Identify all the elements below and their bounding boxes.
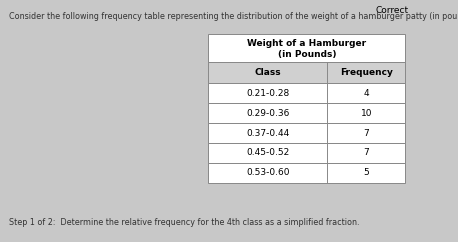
Text: 7: 7 xyxy=(364,129,369,138)
Text: 0.53-0.60: 0.53-0.60 xyxy=(246,168,289,177)
Text: 10: 10 xyxy=(360,109,372,118)
Text: Class: Class xyxy=(255,68,281,77)
Text: 0.29-0.36: 0.29-0.36 xyxy=(246,109,289,118)
Text: Correct: Correct xyxy=(376,6,409,15)
Text: 5: 5 xyxy=(364,168,369,177)
Text: Step 1 of 2:  Determine the relative frequency for the 4th class as a simplified: Step 1 of 2: Determine the relative freq… xyxy=(9,219,360,227)
Text: 0.45-0.52: 0.45-0.52 xyxy=(246,148,289,158)
Text: 0.21-0.28: 0.21-0.28 xyxy=(246,89,289,98)
Text: Frequency: Frequency xyxy=(340,68,393,77)
Text: 0.37-0.44: 0.37-0.44 xyxy=(246,129,289,138)
Text: Consider the following frequency table representing the distribution of the weig: Consider the following frequency table r… xyxy=(9,12,458,21)
Text: (in Pounds): (in Pounds) xyxy=(278,50,336,59)
Text: Weight of a Hamburger: Weight of a Hamburger xyxy=(247,38,366,48)
Text: 4: 4 xyxy=(364,89,369,98)
Text: 7: 7 xyxy=(364,148,369,158)
